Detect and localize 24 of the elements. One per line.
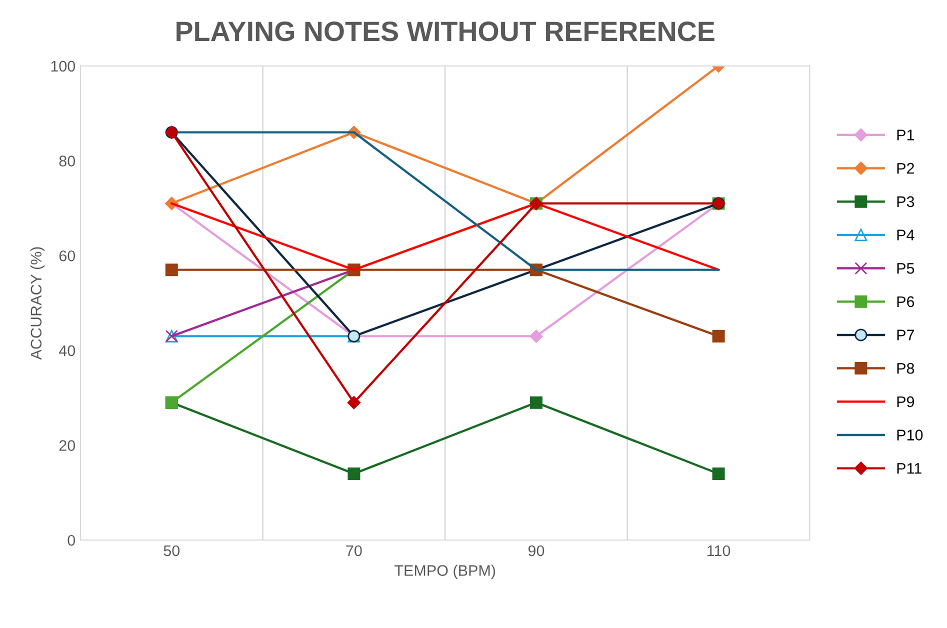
legend-label: P9 [897, 396, 914, 408]
y-tick-label: 40 [58, 345, 76, 356]
legend-label: P8 [897, 362, 914, 374]
x-tick-label: 110 [708, 545, 730, 556]
y-tick-label: 20 [59, 440, 76, 451]
y-axis-title: ACCURACY (%) [30, 247, 45, 360]
legend-label: P7 [897, 330, 914, 340]
legend-label: P5 [897, 263, 914, 274]
x-tick-label: 50 [164, 545, 180, 556]
y-tick-label: 80 [59, 156, 76, 166]
legend-label: P3 [897, 196, 914, 208]
x-tick-label: 90 [528, 545, 544, 556]
y-tick-label: 100 [51, 60, 76, 72]
x-tick-label: 70 [346, 545, 362, 556]
y-tick-label: 0 [68, 534, 76, 546]
legend-label: P1 [897, 130, 914, 140]
legend-label: P10 [897, 430, 923, 440]
legend-label: P4 [897, 230, 914, 240]
legend-label: P6 [897, 296, 914, 308]
y-tick-label: 60 [59, 250, 76, 262]
legend-label: P11 [897, 463, 922, 474]
x-axis-title: TEMPO (BPM) [394, 564, 496, 579]
legend-label: P2 [897, 162, 914, 174]
chart-title: PLAYING NOTES WITHOUT REFERENCE [176, 22, 714, 42]
